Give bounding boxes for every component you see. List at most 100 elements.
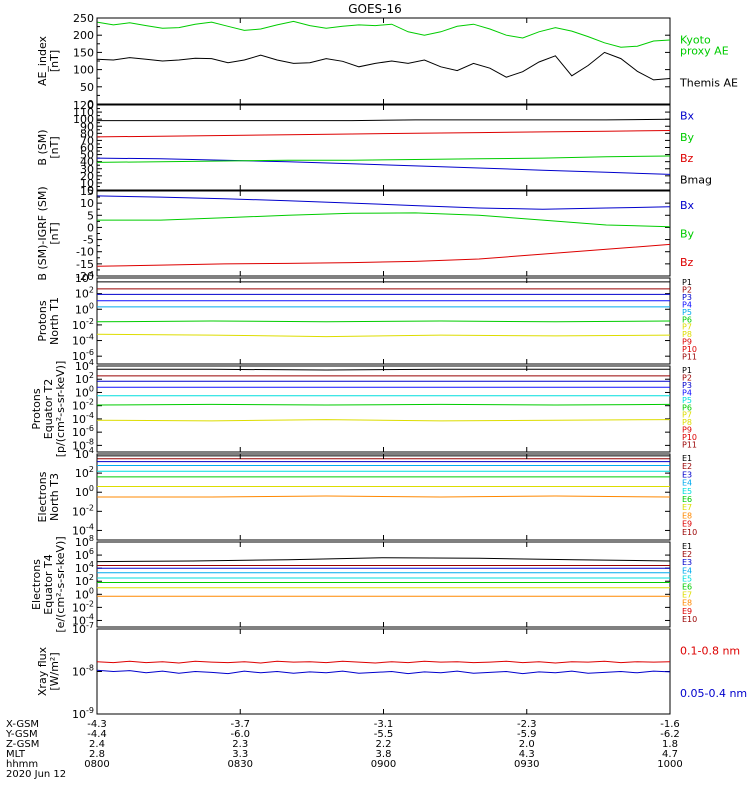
- x-tick-value: 3.8: [376, 749, 392, 760]
- legend-label: 0.1-0.8 nm: [680, 644, 740, 657]
- panel-frame: [96, 190, 671, 277]
- y-tick-label: 0: [87, 184, 94, 197]
- legend-label: P3: [682, 381, 692, 390]
- y-tick-label: 70: [80, 134, 94, 147]
- series-P7: [96, 419, 671, 422]
- legend-label: E5: [682, 574, 692, 583]
- panel-frame: [96, 541, 671, 628]
- legend-label: P10: [682, 433, 697, 442]
- legend-label: E8: [682, 511, 692, 520]
- x-tick-value: -3.7: [230, 719, 250, 730]
- legend-label: Bmag: [680, 173, 712, 186]
- legend-label: P2: [682, 285, 692, 294]
- panel-frame: [96, 17, 671, 105]
- x-tick-value: -3.1: [374, 719, 394, 730]
- legend-label: P6: [682, 315, 692, 324]
- y-axis-label: Electrons: [30, 559, 43, 610]
- y-tick-label: 50: [80, 81, 94, 94]
- x-tick-value: 4.7: [662, 749, 678, 760]
- y-tick-label: 10-4: [72, 411, 94, 426]
- y-axis-label: [nT]: [48, 222, 61, 244]
- y-tick-label: -10: [76, 246, 94, 259]
- y-tick-label: 102: [75, 465, 94, 480]
- y-tick-label: 10-6: [72, 424, 94, 439]
- y-tick-label: 104: [75, 446, 94, 461]
- series-P6: [96, 403, 671, 406]
- y-tick-label: 10-6: [72, 348, 94, 363]
- series-Themis-AE: [96, 51, 671, 81]
- y-tick-label: 60: [80, 142, 94, 155]
- legend-label: P10: [682, 345, 697, 354]
- series-0-05-0-4-nm: [96, 669, 671, 675]
- x-tick-value: 0830: [228, 759, 253, 770]
- plot-title: GOES-16: [348, 2, 402, 16]
- legend-label: P2: [682, 373, 692, 382]
- y-axis-label: [nT]: [48, 50, 61, 72]
- x-tick-value: -6.2: [660, 729, 680, 740]
- y-tick-label: 10-2: [72, 503, 94, 518]
- x-tick-value: -4.3: [87, 719, 107, 730]
- y-tick-label: 100: [73, 64, 94, 77]
- y-tick-label: 102: [75, 573, 94, 588]
- y-axis-label: [e/(cm²-s-sr-keV)]: [54, 536, 67, 632]
- x-tick-value: 2.2: [376, 739, 392, 750]
- y-tick-label: -20: [76, 270, 94, 283]
- y-tick-label: 10: [80, 197, 94, 210]
- x-tick-value: -2.3: [517, 719, 537, 730]
- x-tick-value: -1.6: [660, 719, 680, 730]
- y-tick-label: 100: [75, 384, 94, 399]
- legend-label: Kyoto: [680, 34, 711, 47]
- panel-frame: [96, 104, 671, 191]
- y-tick-label: 10: [80, 177, 94, 190]
- y-tick-label: 102: [75, 286, 94, 301]
- legend-label: E1: [682, 542, 692, 551]
- y-tick-label: 10-9: [72, 706, 94, 721]
- y-tick-label: 0: [87, 98, 94, 111]
- legend-label: E7: [682, 591, 692, 600]
- y-axis-label: Electrons: [36, 471, 49, 522]
- y-tick-label: -15: [76, 258, 94, 271]
- y-axis-label: [nT]: [48, 136, 61, 158]
- y-axis-label: AE_index: [36, 35, 49, 86]
- series-By: [97, 212, 671, 228]
- legend-label: E2: [682, 550, 692, 559]
- x-tick-value: 4.3: [519, 749, 535, 760]
- legend-label: E6: [682, 583, 692, 592]
- y-tick-label: 100: [75, 484, 94, 499]
- x-tick-value: 0800: [84, 759, 109, 770]
- y-tick-label: 150: [73, 46, 94, 59]
- legend-label: E4: [682, 566, 692, 575]
- legend-label: P3: [682, 293, 692, 302]
- legend-label: E9: [682, 607, 692, 616]
- x-tick-value: 0930: [514, 759, 539, 770]
- series-Bz: [96, 243, 671, 267]
- y-tick-label: 50: [80, 149, 94, 162]
- legend-label: proxy AE: [680, 45, 729, 58]
- legend-label: E7: [682, 503, 692, 512]
- x-row-label: X-GSM: [6, 719, 39, 730]
- legend-label: P8: [682, 330, 692, 339]
- x-tick-value: -4.4: [87, 729, 107, 740]
- y-tick-label: 10-2: [72, 317, 94, 332]
- y-axis-label: [p/(cm²-s-sr-keV)]: [54, 361, 67, 458]
- y-tick-label: 250: [73, 12, 94, 25]
- legend-label: P1: [682, 366, 692, 375]
- y-axis-label: Equator T2: [42, 379, 55, 439]
- series-Bmag: [97, 118, 671, 122]
- legend-label: Bx: [680, 110, 695, 123]
- legend-label: Themis AE: [679, 77, 738, 90]
- y-tick-label: 200: [73, 29, 94, 42]
- y-tick-label: 30: [80, 163, 94, 176]
- y-tick-label: 10-8: [72, 664, 94, 679]
- legend-label: P5: [682, 396, 692, 405]
- legend-label: P4: [682, 388, 692, 397]
- y-tick-label: 110: [73, 106, 94, 119]
- x-tick-value: -5.5: [374, 729, 394, 740]
- y-tick-label: 10-8: [72, 437, 94, 452]
- legend-label: P7: [682, 323, 692, 332]
- x-tick-value: -6.0: [230, 729, 250, 740]
- y-axis-label: [W/m²]: [48, 652, 61, 690]
- legend-label: E6: [682, 495, 692, 504]
